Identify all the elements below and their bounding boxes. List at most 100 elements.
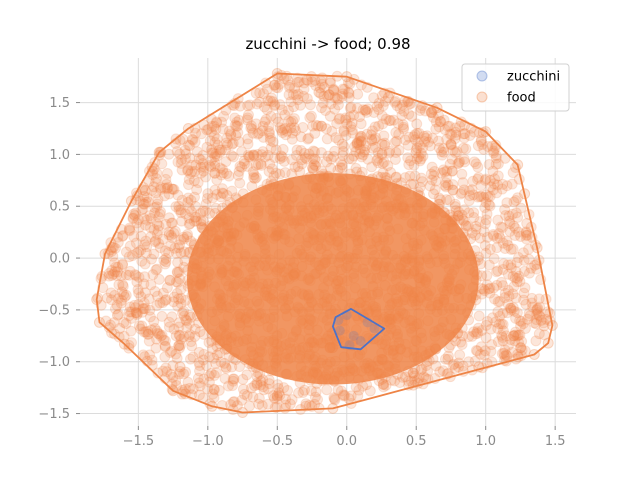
food-point: [492, 296, 504, 308]
food-point: [211, 188, 223, 200]
food-point: [425, 168, 437, 180]
food-point: [410, 144, 422, 156]
food-point: [233, 136, 245, 148]
x-tick-label: −0.5: [261, 434, 293, 449]
food-point: [109, 303, 121, 315]
food-point: [481, 231, 493, 243]
food-point: [456, 187, 468, 199]
food-point: [383, 147, 395, 159]
food-point: [346, 153, 358, 165]
food-point: [500, 349, 512, 361]
food-point: [509, 326, 521, 338]
food-point: [210, 148, 222, 160]
food-point: [138, 297, 150, 309]
food-point: [150, 173, 162, 185]
food-point: [496, 348, 508, 360]
food-point: [430, 123, 442, 135]
food-point: [409, 129, 421, 141]
y-tick-label: 1.0: [49, 148, 70, 163]
food-point: [439, 179, 451, 191]
food-point: [393, 128, 405, 140]
food-point: [160, 253, 172, 265]
food-point: [316, 78, 328, 90]
food-point: [170, 348, 182, 360]
food-point: [188, 175, 200, 187]
food-point: [120, 246, 132, 258]
food-point: [419, 135, 431, 147]
food-point: [459, 156, 471, 168]
food-point: [283, 115, 295, 127]
food-point: [266, 163, 278, 175]
food-point: [199, 205, 211, 217]
food-point: [157, 365, 169, 377]
x-tick-label: 1.0: [475, 434, 496, 449]
food-point: [380, 379, 392, 391]
food-point: [171, 287, 183, 299]
food-point: [179, 255, 191, 267]
food-point: [123, 269, 135, 281]
food-point: [272, 379, 284, 391]
food-point: [302, 133, 314, 145]
food-point: [189, 136, 201, 148]
food-point: [376, 149, 388, 161]
food-point: [449, 201, 461, 213]
food-point: [501, 197, 513, 209]
food-point: [183, 139, 195, 151]
food-point: [172, 276, 184, 288]
food-point: [470, 158, 482, 170]
food-point: [159, 340, 171, 352]
food-point: [499, 152, 511, 164]
food-point: [396, 371, 408, 383]
food-point: [500, 209, 512, 221]
food-point: [515, 342, 527, 354]
food-point: [533, 309, 545, 321]
food-point: [210, 367, 222, 379]
food-point: [492, 179, 504, 191]
food-point: [512, 329, 524, 341]
food-point: [113, 279, 125, 291]
food-point: [352, 137, 364, 149]
food-point: [130, 237, 142, 249]
food-point: [520, 227, 532, 239]
food-point: [195, 161, 207, 173]
food-point: [197, 150, 209, 162]
food-point: [178, 233, 190, 245]
food-point: [502, 268, 514, 280]
food-point: [504, 302, 516, 314]
food-point: [129, 209, 141, 221]
food-point: [253, 392, 265, 404]
food-point: [190, 127, 202, 139]
food-point: [481, 279, 493, 291]
food-point: [370, 141, 382, 153]
food-point: [258, 384, 270, 396]
food-point: [385, 115, 397, 127]
food-point: [118, 289, 130, 301]
food-point: [175, 333, 187, 345]
food-point: [220, 144, 232, 156]
food-point: [168, 291, 180, 303]
food-point: [408, 178, 420, 190]
food-point: [441, 171, 453, 183]
food-point: [137, 198, 149, 210]
food-point: [279, 109, 291, 121]
food-point: [131, 217, 143, 229]
food-point: [475, 180, 487, 192]
food-point: [492, 336, 504, 348]
food-point: [247, 166, 259, 178]
food-point: [476, 325, 488, 337]
food-point: [278, 155, 290, 167]
food-point: [263, 378, 275, 390]
food-point: [354, 111, 366, 123]
food-point: [507, 243, 519, 255]
food-point: [159, 182, 171, 194]
food-point: [508, 281, 520, 293]
food-point: [454, 120, 466, 132]
food-point: [132, 284, 144, 296]
food-point: [494, 296, 506, 308]
food-point: [512, 211, 524, 223]
food-point: [268, 79, 280, 91]
food-point: [480, 319, 492, 331]
food-point: [230, 129, 242, 141]
food-point: [307, 120, 319, 132]
food-point: [205, 367, 217, 379]
